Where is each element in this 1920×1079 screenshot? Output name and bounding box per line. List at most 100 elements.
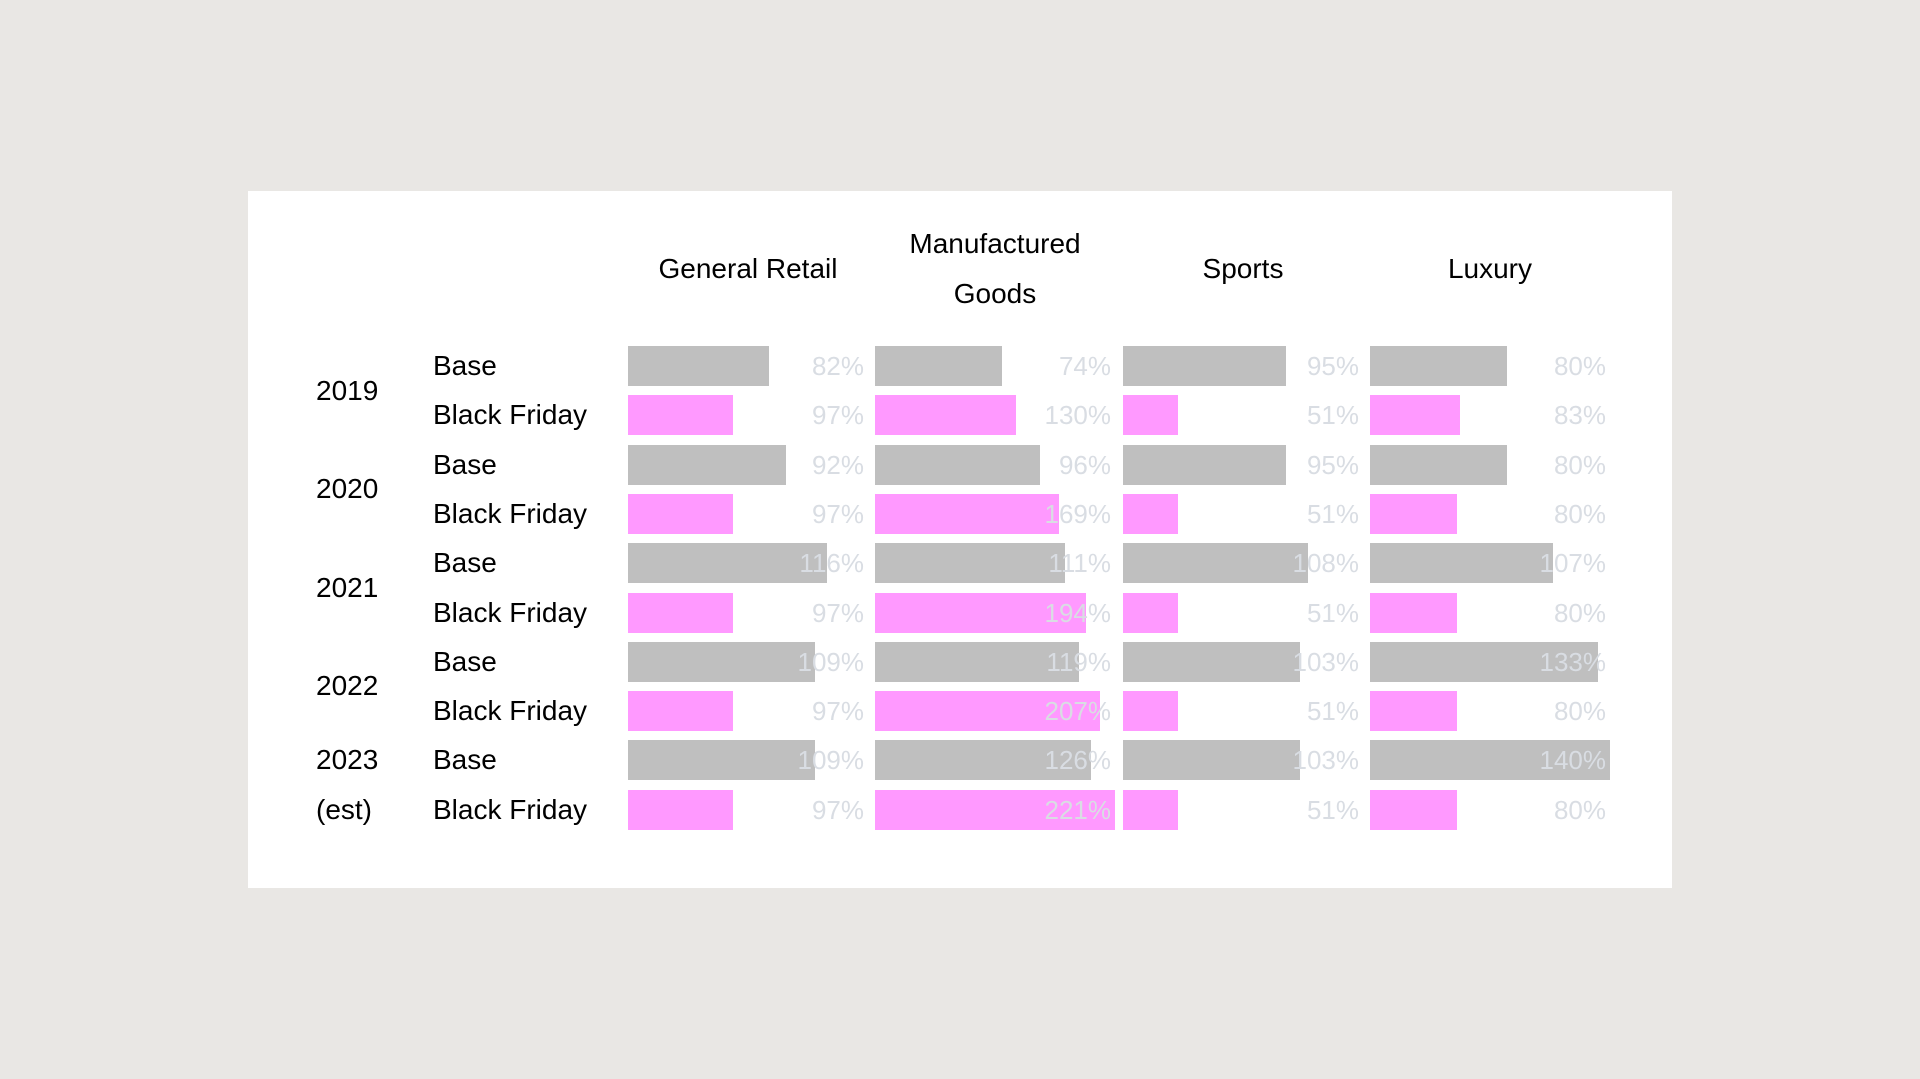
value-label: 111% (1048, 548, 1111, 579)
value-label: 97% (811, 597, 864, 628)
value-label: 97% (811, 794, 864, 825)
value-label: 83% (1553, 400, 1606, 431)
row-label-black-friday: Black Friday (433, 399, 588, 431)
value-label: 194% (1044, 597, 1112, 628)
value-label: 95% (1306, 351, 1359, 381)
base-bar (875, 740, 1091, 781)
value-label: 119% (1046, 646, 1111, 677)
base-bar (875, 346, 1002, 386)
value-label: 97% (811, 696, 864, 727)
value-label: 80% (1553, 597, 1606, 628)
row-label-black-friday: Black Friday (433, 497, 588, 529)
black-friday-bar (1370, 493, 1457, 534)
value-label: 51% (1306, 696, 1359, 727)
black-friday-bar (875, 493, 1059, 534)
value-label: 80% (1553, 498, 1606, 529)
row-label-base: Base (433, 350, 497, 381)
value-label: 107% (1539, 548, 1607, 579)
value-label: 80% (1553, 696, 1606, 727)
year-label: 2020 (316, 473, 379, 505)
row-label-base: Base (433, 547, 497, 579)
value-label: 80% (1553, 794, 1606, 825)
value-label: 51% (1306, 597, 1359, 628)
value-label: 96% (1058, 449, 1111, 480)
black-friday-bar (1370, 691, 1457, 732)
value-label: 221% (1044, 794, 1112, 825)
year-label-est: (est) (316, 793, 372, 825)
black-friday-bar (1123, 395, 1179, 436)
black-friday-bar (628, 592, 734, 633)
year-label: 2023 (316, 744, 379, 776)
black-friday-bar (628, 691, 734, 732)
row-label-base: Base (433, 448, 497, 480)
base-bar (628, 346, 769, 386)
value-label: 108% (1292, 548, 1360, 579)
black-friday-bar (1370, 592, 1457, 633)
report-panel: General Retail Manufactured Goods Sports… (248, 191, 1672, 888)
row-label-black-friday: Black Friday (433, 695, 588, 727)
row-label-base: Base (433, 645, 497, 677)
row-label-black-friday: Black Friday (433, 793, 588, 825)
base-bar (1370, 444, 1508, 485)
value-label: 126% (1044, 745, 1112, 776)
base-bar (1123, 444, 1286, 485)
base-bar (1123, 641, 1300, 682)
black-friday-bar (875, 395, 1017, 436)
row-label-base: Base (433, 744, 497, 776)
value-label: 103% (1292, 646, 1360, 677)
black-friday-bar (875, 691, 1100, 732)
value-label: 92% (811, 449, 864, 480)
black-friday-bar (875, 789, 1115, 830)
value-label: 82% (811, 351, 864, 381)
value-label: 116% (799, 548, 864, 579)
value-label: 140% (1539, 745, 1607, 776)
base-bar (628, 641, 815, 682)
column-header-manufactured-goods: Manufactured Goods (909, 228, 1081, 309)
base-bar (1123, 346, 1286, 386)
value-label: 169% (1044, 498, 1112, 529)
black-friday-bar (1370, 395, 1461, 436)
value-label: 97% (811, 400, 864, 431)
value-label: 51% (1306, 794, 1359, 825)
year-label: 2022 (316, 670, 379, 702)
base-bar (628, 543, 827, 584)
value-label: 207% (1044, 696, 1112, 727)
value-label: 109% (797, 646, 865, 677)
value-label: 130% (1044, 400, 1112, 431)
base-bar (875, 641, 1079, 682)
base-bar (1123, 740, 1300, 781)
value-label: 51% (1306, 400, 1359, 431)
column-header-general-retail: General Retail (658, 253, 838, 284)
value-label: 109% (797, 745, 865, 776)
value-label: 133% (1539, 646, 1607, 677)
value-label: 51% (1306, 498, 1359, 529)
column-header-sports: Sports (1202, 253, 1284, 284)
column-header-luxury: Luxury (1447, 253, 1533, 284)
black-friday-bar (1123, 789, 1179, 830)
base-bar (1370, 346, 1508, 386)
base-bar (628, 444, 786, 485)
year-label: 2021 (316, 571, 379, 603)
value-label: 97% (811, 498, 864, 529)
base-bar (1370, 543, 1554, 584)
base-bar (1123, 543, 1309, 584)
year-label: 2019 (316, 374, 379, 406)
row-label-black-friday: Black Friday (433, 596, 588, 628)
base-bar (875, 543, 1066, 584)
black-friday-bar (628, 395, 734, 436)
black-friday-bar (1370, 789, 1457, 830)
value-label: 74% (1058, 351, 1111, 381)
value-label: 103% (1292, 745, 1360, 776)
base-bar (1370, 641, 1598, 682)
black-friday-bar (1123, 592, 1179, 633)
base-bar (1370, 740, 1610, 781)
black-friday-bar (628, 493, 734, 534)
base-bar (628, 740, 815, 781)
value-label: 80% (1553, 351, 1606, 381)
base-bar (875, 444, 1040, 485)
black-friday-bar (1123, 691, 1179, 732)
black-friday-bar (628, 789, 734, 830)
value-label: 80% (1553, 449, 1606, 480)
black-friday-bar (875, 592, 1086, 633)
value-label: 95% (1306, 449, 1359, 480)
